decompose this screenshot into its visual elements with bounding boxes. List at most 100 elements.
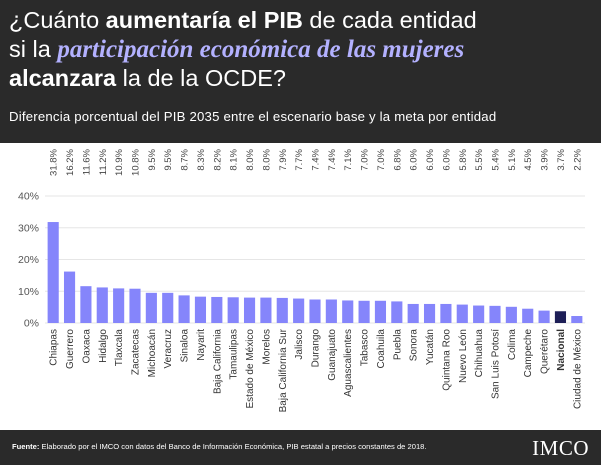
bar (571, 316, 583, 323)
x-tick-label: Querétaro (540, 329, 551, 374)
value-label: 7.0% (376, 148, 387, 170)
header-banner: ¿Cuánto aumentaría el PIB de cada entida… (0, 0, 601, 143)
bar (440, 303, 452, 323)
bar (227, 297, 239, 323)
value-label: 11.2% (98, 148, 109, 175)
x-tick-label: Nuevo León (458, 329, 469, 383)
source-label: Fuente: (12, 442, 40, 451)
x-tick-label: Nacional (556, 329, 567, 371)
value-label: 5.5% (474, 148, 485, 170)
chart-area: 0% 10% 20% 30% 40% 31.8% Chiapas 16.2% Guerrero 1… (0, 143, 601, 430)
x-tick-label: Durango (311, 329, 322, 368)
x-tick-label: Morelos (261, 329, 272, 365)
x-tick-label: Quintana Roo (441, 329, 452, 391)
value-label: 10.9% (114, 148, 125, 175)
x-tick-label: Baja California (212, 329, 223, 394)
x-tick-label: Jalisco (294, 329, 305, 360)
bar (423, 303, 436, 323)
bar (96, 287, 108, 323)
y-tick-label: 0% (24, 318, 39, 330)
value-label: 31.8% (49, 148, 60, 175)
bar (243, 297, 256, 323)
x-tick-label: Tlaxcala (114, 329, 125, 367)
x-tick-label: Michoacán (147, 329, 158, 377)
value-label: 5.4% (491, 148, 502, 170)
bar-chart: 0% 10% 20% 30% 40% 31.8% Chiapas 16.2% Guerrero 1… (18, 148, 585, 412)
x-tick-label: Tamaulipas (229, 329, 240, 380)
bar (522, 308, 534, 323)
value-label: 16.2% (65, 148, 76, 175)
title-bold-1: aumentaría el PIB (105, 7, 303, 33)
x-tick-label: Campeche (523, 329, 534, 378)
footer-banner: Fuente: Elaborado por el IMCO con datos … (0, 430, 601, 465)
bar (407, 303, 419, 323)
imco-logo: IMCO (532, 436, 589, 460)
title-text-3: si la (9, 35, 58, 62)
value-label: 7.4% (327, 148, 338, 170)
x-tick-label: Zacatecas (131, 329, 142, 375)
x-tick-label: Veracruz (163, 329, 174, 368)
value-label: 6.0% (425, 148, 436, 170)
x-tick-label: San Luis Potosí (491, 329, 502, 399)
x-tick-label: Chihuahua (474, 329, 485, 378)
bar (374, 300, 387, 323)
title-text-1: ¿Cuánto (9, 7, 106, 33)
bar (293, 298, 305, 323)
y-tick-label: 40% (18, 191, 39, 203)
y-tick-label: 30% (18, 222, 39, 234)
value-label: 6.8% (392, 148, 403, 170)
bar (309, 299, 321, 323)
x-tick-label: Sonora (409, 329, 420, 362)
value-label: 4.5% (523, 148, 534, 170)
title-accent: participación económica de las mujeres (57, 35, 465, 63)
value-label: 7.4% (311, 148, 322, 170)
value-label: 11.6% (81, 148, 92, 175)
value-label: 5.8% (458, 148, 469, 170)
value-label: 8.7% (180, 148, 191, 170)
title-text-2: de cada entidad (302, 7, 477, 33)
value-label: 10.8% (131, 148, 142, 175)
bar (358, 300, 370, 323)
value-label: 5.1% (507, 148, 518, 170)
bar (162, 292, 174, 323)
bar (505, 306, 517, 323)
x-tick-label: Guerrero (65, 329, 76, 369)
x-tick-label: Sinaloa (180, 329, 191, 363)
value-label: 7.9% (278, 148, 289, 170)
bar (47, 222, 59, 323)
x-tick-label: Colima (507, 329, 518, 361)
value-label: 3.7% (556, 148, 567, 170)
value-label: 7.1% (343, 148, 354, 170)
x-tick-label: Baja California Sur (278, 328, 289, 412)
bar (473, 305, 485, 323)
value-label: 8.0% (245, 148, 256, 170)
y-tick-label: 20% (18, 254, 39, 266)
bar (489, 305, 501, 323)
bar (456, 304, 468, 323)
bar (538, 310, 550, 323)
x-tick-label: Ciudad de México (572, 329, 583, 409)
x-tick-label: Oaxaca (81, 329, 92, 364)
bar (178, 295, 190, 323)
value-label: 8.0% (261, 148, 272, 170)
title-text-4: la de la OCDE? (116, 65, 286, 91)
value-label: 6.0% (409, 148, 420, 170)
value-label: 7.7% (294, 148, 305, 170)
y-tick-label: 10% (18, 286, 39, 298)
bar (342, 300, 354, 323)
page-subtitle: Diferencia porcentual del PIB 2035 entre… (9, 109, 497, 124)
bar (260, 297, 272, 323)
source-text: Elaborado por el IMCO con datos del Banc… (39, 442, 427, 451)
x-tick-label: Nayarit (196, 329, 207, 361)
bar (325, 299, 337, 323)
bar (80, 286, 92, 323)
bar (145, 292, 157, 323)
x-tick-label: Aguascalientes (343, 329, 354, 397)
source-note: Fuente: Elaborado por el IMCO con datos … (12, 442, 532, 452)
bar (113, 288, 125, 323)
x-tick-label: Puebla (392, 329, 403, 361)
value-label: 6.0% (441, 148, 452, 170)
bar (194, 296, 207, 323)
x-tick-label: Chiapas (49, 329, 60, 366)
x-tick-label: Coahuila (376, 329, 387, 369)
